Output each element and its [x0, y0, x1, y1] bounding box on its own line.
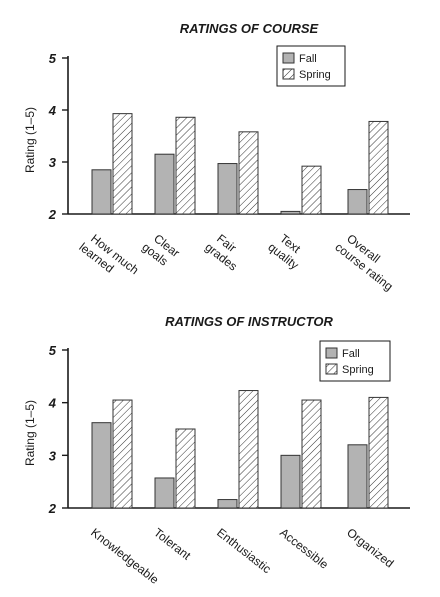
x-tick-label: Accessible: [277, 525, 331, 572]
x-tick-label: Cleargoals: [139, 229, 182, 271]
chart-title: RATINGS OF COURSE: [180, 21, 319, 36]
chart-title: RATINGS OF INSTRUCTOR: [165, 314, 333, 329]
bar-spring-3: [238, 390, 259, 509]
y-tick-label: 4: [48, 396, 57, 411]
legend-label-spring: Spring: [342, 364, 374, 376]
bar-spring-3: [238, 131, 259, 215]
legend: Fall Spring: [319, 340, 391, 382]
x-tick-label: How muchlearned: [76, 229, 141, 288]
chart-2: RATINGS OF INSTRUCTOR 2 3 4 5 Rating (1–5) Kno…: [23, 314, 410, 587]
y-tick-label: 4: [48, 103, 57, 118]
x-tick-label: Organized: [344, 525, 396, 570]
legend-swatch-spring: [282, 68, 295, 80]
legend-label-fall: Fall: [299, 53, 317, 65]
bar-spring-4: [301, 165, 322, 215]
bar-spring-5: [368, 120, 389, 215]
bar-spring-1: [112, 399, 133, 509]
bar-spring-1: [112, 113, 133, 215]
legend-swatch-fall: [282, 52, 295, 64]
bar-fall-2: [154, 153, 175, 215]
bar-spring-2: [175, 116, 196, 215]
bar-spring-4: [301, 399, 322, 509]
y-axis-label: Rating (1–5): [23, 400, 37, 466]
x-tick-label: Enthusiastic: [214, 525, 274, 576]
bar-fall-2: [154, 477, 175, 509]
y-tick-label: 2: [48, 207, 57, 222]
x-tick-label: Tolerant: [151, 525, 194, 563]
chart-1: RATINGS OF COURSE 2 3 4 5 Rating (1–5) How muc…: [23, 21, 410, 294]
bar-fall-3: [217, 499, 238, 509]
legend-swatch-spring: [325, 363, 338, 375]
bar-fall-3: [217, 163, 238, 215]
bar-fall-5: [347, 444, 368, 509]
y-tick-label: 3: [49, 155, 57, 170]
legend-swatch-fall: [325, 347, 338, 359]
y-tick-label: 2: [48, 501, 57, 516]
legend: Fall Spring: [276, 45, 346, 87]
y-axis-label: Rating (1–5): [23, 107, 37, 173]
x-tick-label: Textquality: [265, 229, 310, 272]
bar-fall-5: [347, 189, 368, 215]
x-tick-label: Knowledgeable: [88, 525, 162, 587]
x-tick-label: Overallcourse rating: [332, 229, 404, 294]
bar-fall-4: [280, 454, 301, 509]
y-tick-label: 5: [49, 343, 57, 358]
legend-label-spring: Spring: [299, 69, 331, 81]
bar-spring-5: [368, 396, 389, 509]
y-tick-label: 5: [49, 51, 57, 66]
bar-fall-4: [280, 210, 301, 215]
x-tick-label: Fairgrades: [202, 229, 248, 274]
bar-spring-2: [175, 428, 196, 509]
y-tick-label: 3: [49, 448, 57, 463]
bar-fall-1: [91, 169, 112, 215]
bar-fall-1: [91, 422, 112, 509]
legend-label-fall: Fall: [342, 348, 360, 360]
